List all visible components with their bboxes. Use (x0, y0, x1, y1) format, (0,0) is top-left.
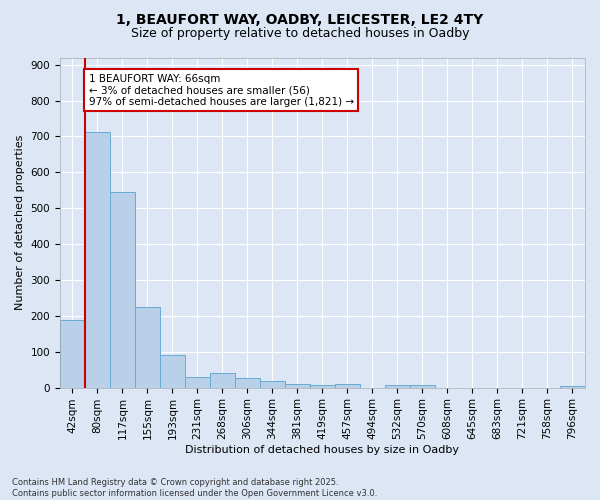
Bar (310, 385, 335, 388)
Text: Contains HM Land Registry data © Crown copyright and database right 2025.
Contai: Contains HM Land Registry data © Crown c… (12, 478, 377, 498)
Y-axis label: Number of detached properties: Number of detached properties (15, 135, 25, 310)
Bar (135, 307, 160, 388)
Text: Size of property relative to detached houses in Oadby: Size of property relative to detached ho… (131, 28, 469, 40)
Bar (335, 384, 360, 388)
Bar (285, 384, 310, 388)
Bar (235, 378, 260, 388)
Bar (110, 192, 135, 388)
Bar (160, 355, 185, 388)
Bar (385, 384, 410, 388)
Bar (210, 373, 235, 388)
Bar (560, 386, 585, 388)
Bar (260, 381, 285, 388)
Bar (60, 320, 85, 388)
Bar (85, 132, 110, 388)
Bar (185, 377, 210, 388)
Bar (410, 385, 435, 388)
X-axis label: Distribution of detached houses by size in Oadby: Distribution of detached houses by size … (185, 445, 460, 455)
Text: 1 BEAUFORT WAY: 66sqm
← 3% of detached houses are smaller (56)
97% of semi-detac: 1 BEAUFORT WAY: 66sqm ← 3% of detached h… (89, 74, 354, 107)
Text: 1, BEAUFORT WAY, OADBY, LEICESTER, LE2 4TY: 1, BEAUFORT WAY, OADBY, LEICESTER, LE2 4… (116, 12, 484, 26)
